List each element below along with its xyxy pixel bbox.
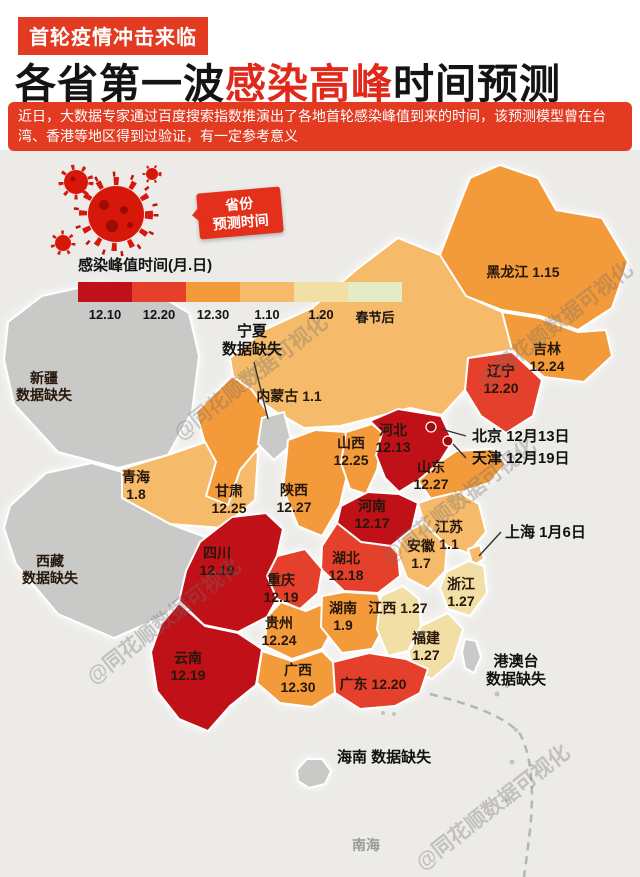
islet-icon — [505, 684, 509, 688]
province-zhejiang — [439, 560, 488, 617]
legend-labels: 12.10 12.20 12.30 1.10 1.20 春节后 — [78, 302, 402, 326]
annotation-line-ningxia_note — [253, 361, 269, 420]
province-label-chongqing: 重庆 12.19 — [263, 572, 298, 605]
annotation-shanghai_note: 上海 1月6日 — [505, 523, 586, 541]
province-label-hunan: 湖南 1.9 — [329, 600, 357, 633]
title-prefix: 各省第一波 — [15, 61, 225, 107]
province-liaoning — [464, 351, 543, 434]
legend: 感染峰值时间(月.日) 12.10 12.20 12.30 1.10 1.20 春节后 — [78, 254, 402, 326]
annotation-gangaotai: 港澳台数据缺失 — [486, 652, 547, 688]
legend-swatch-春节后 — [348, 282, 402, 302]
annotation-line-shanghai_note — [478, 531, 502, 557]
province-label-henan: 河南 12.17 — [354, 498, 389, 531]
province-taiwan — [461, 638, 482, 674]
title-suffix: 时间预测 — [393, 61, 561, 107]
legend-label: 12.20 — [142, 307, 176, 322]
province-label-zhejiang: 浙江 1.27 — [447, 576, 475, 609]
province-label-gansu: 甘肃 12.25 — [211, 483, 246, 516]
annotation-tianjin: 天津 12月19日 — [472, 449, 570, 467]
virus-icon — [50, 164, 162, 257]
province-label-qinghai: 青海 1.8 — [122, 469, 150, 502]
province-label-jilin: 吉林 12.24 — [529, 341, 564, 374]
annotation-hainan_note: 海南 数据缺失 — [337, 748, 432, 766]
province-label-yunnan: 云南 12.19 — [170, 650, 205, 683]
province-label-anhui: 安徽 1.7 — [407, 538, 436, 571]
province-ningxia — [257, 411, 293, 461]
islet-icon — [494, 691, 500, 697]
province-label-xinjiang: 新疆数据缺失 — [16, 370, 73, 403]
legend-swatch-12.30 — [186, 282, 240, 302]
province-label-hebei: 河北 12.13 — [375, 422, 410, 455]
province-label-shaanxi: 陕西 12.27 — [276, 482, 311, 515]
province-shaanxi — [282, 429, 351, 537]
islet-icon — [505, 798, 509, 802]
islet-icon — [381, 711, 385, 715]
legend-color-bar — [78, 282, 402, 302]
province-label-hubei: 湖北 12.18 — [328, 550, 363, 583]
callout-line2: 预测时间 — [212, 211, 270, 233]
province-gansu — [195, 375, 271, 506]
province-anhui — [396, 522, 448, 590]
dashed-boundary-line — [429, 692, 534, 877]
subtitle: 近日，大数据专家通过百度搜索指数推演出了各地首轮感染峰值到来的时间，该预测模型曾… — [8, 102, 632, 152]
city-dot-tianjin — [442, 435, 454, 447]
province-label-shanxi: 山西 12.25 — [333, 435, 368, 468]
islet-icon — [514, 728, 518, 732]
province-yunnan — [150, 602, 263, 732]
province-label-shandong: 山东 12.27 — [413, 459, 448, 492]
page-title: 各省第一波感染高峰时间预测 — [15, 50, 561, 110]
province-label-fujian: 福建 1.27 — [411, 630, 440, 663]
province-label-jiangxi: 江西 1.27 — [368, 600, 427, 616]
province-hainan — [296, 758, 332, 789]
legend-label: 1.10 — [254, 307, 280, 322]
province-shanghai — [467, 544, 485, 567]
islet-icon — [392, 712, 396, 716]
province-shapes — [3, 164, 629, 789]
province-sichuan — [178, 512, 284, 633]
islet-icon — [509, 759, 515, 765]
legend-swatch-12.10 — [78, 282, 132, 302]
legend-swatch-1.10 — [240, 282, 294, 302]
sea-boundary-decoration — [381, 684, 534, 877]
legend-swatch-12.20 — [132, 282, 186, 302]
province-label-sichuan: 四川 12.19 — [199, 545, 234, 578]
province-label-neimenggu: 内蒙古 1.1 — [256, 388, 322, 404]
province-label-jiangsu: 江苏 1.1 — [435, 519, 463, 552]
province-hubei — [320, 522, 401, 594]
header-banner: 首轮疫情冲击来临 — [18, 17, 208, 55]
legend-label: 1.20 — [308, 307, 334, 322]
city-dot-beijing — [425, 421, 437, 433]
legend-title: 感染峰值时间(月.日) — [78, 257, 213, 274]
province-label-liaoning: 辽宁 12.20 — [483, 363, 518, 396]
province-label-heilongjiang: 黑龙江 1.15 — [486, 264, 559, 280]
province-guangdong — [332, 652, 429, 710]
annotation-line-tianjin — [452, 443, 467, 459]
province-jilin — [501, 311, 613, 383]
province-label-xizang: 西藏数据缺失 — [22, 553, 79, 586]
province-label-guangxi: 广西 12.30 — [280, 662, 315, 695]
title-highlight: 感染高峰 — [225, 61, 393, 107]
province-heilongjiang — [439, 164, 629, 331]
annotation-beijing: 北京 12月13日 — [472, 427, 570, 445]
legend-label: 春节后 — [355, 310, 395, 325]
province-label-guizhou: 贵州 12.24 — [261, 615, 296, 648]
annotation-line-beijing — [440, 428, 467, 437]
legend-label: 12.30 — [196, 307, 230, 322]
annotation-ningxia_note: 宁夏数据缺失 — [222, 322, 283, 358]
legend-callout: 省份 预测时间 — [196, 186, 284, 240]
legend-swatch-1.20 — [294, 282, 348, 302]
province-label-guangdong: 广东 12.20 — [340, 676, 407, 692]
sea-label: 南海 — [352, 837, 380, 853]
legend-label: 12.10 — [88, 307, 122, 322]
